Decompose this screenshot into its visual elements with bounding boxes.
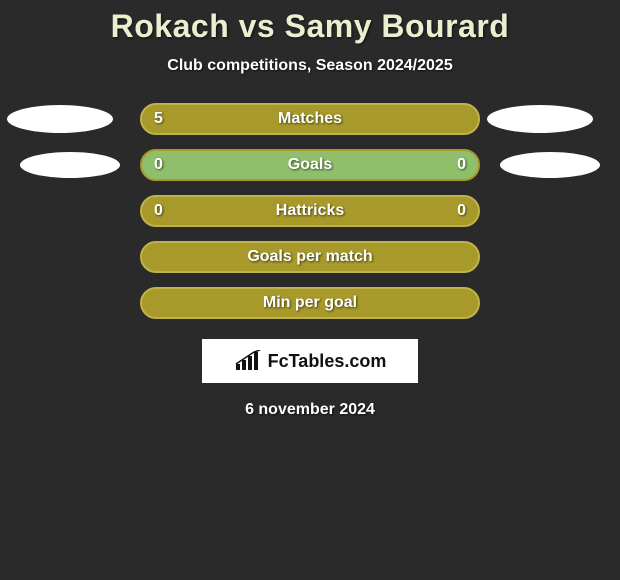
footer-date: 6 november 2024 xyxy=(0,401,620,419)
comparison-infographic: Rokach vs Samy Bourard Club competitions… xyxy=(0,0,620,419)
player-left-ellipse xyxy=(7,105,113,133)
stat-row: Matches 5 xyxy=(0,103,620,135)
stat-bar: Goals per match xyxy=(140,241,480,273)
stat-row: Goals 0 0 xyxy=(0,149,620,181)
stat-row: Hattricks 0 0 xyxy=(0,195,620,227)
player-right-ellipse xyxy=(500,152,600,178)
player-left-ellipse xyxy=(20,152,120,178)
bars-icon xyxy=(234,350,262,372)
player-right-ellipse xyxy=(487,105,593,133)
stat-label: Goals xyxy=(288,156,332,174)
stat-value-right: 0 xyxy=(457,202,466,220)
stat-row: Min per goal xyxy=(0,287,620,319)
stat-bar: Min per goal xyxy=(140,287,480,319)
page-title: Rokach vs Samy Bourard xyxy=(0,8,620,45)
stat-label: Goals per match xyxy=(247,248,372,266)
subtitle: Club competitions, Season 2024/2025 xyxy=(0,57,620,75)
stat-value-left: 5 xyxy=(154,110,163,128)
stat-row: Goals per match xyxy=(0,241,620,273)
stat-bar: Hattricks 0 0 xyxy=(140,195,480,227)
bar-wrap: Goals per match xyxy=(140,241,480,273)
stat-label: Hattricks xyxy=(276,202,344,220)
stat-bar: Goals 0 0 xyxy=(140,149,480,181)
stat-label: Matches xyxy=(278,110,342,128)
stat-value-left: 0 xyxy=(154,156,163,174)
stat-value-right: 0 xyxy=(457,156,466,174)
bar-wrap: Matches 5 xyxy=(140,103,480,135)
stat-bar: Matches 5 xyxy=(140,103,480,135)
footer-logo-text: FcTables.com xyxy=(268,351,387,372)
stat-value-left: 0 xyxy=(154,202,163,220)
footer-logo: FcTables.com xyxy=(202,339,418,383)
stat-rows: Matches 5 Goals 0 0 Hattricks 0 0 Goals per matc… xyxy=(0,103,620,319)
bar-wrap: Goals 0 0 xyxy=(140,149,480,181)
bar-wrap: Hattricks 0 0 xyxy=(140,195,480,227)
stat-label: Min per goal xyxy=(263,294,357,312)
bar-wrap: Min per goal xyxy=(140,287,480,319)
